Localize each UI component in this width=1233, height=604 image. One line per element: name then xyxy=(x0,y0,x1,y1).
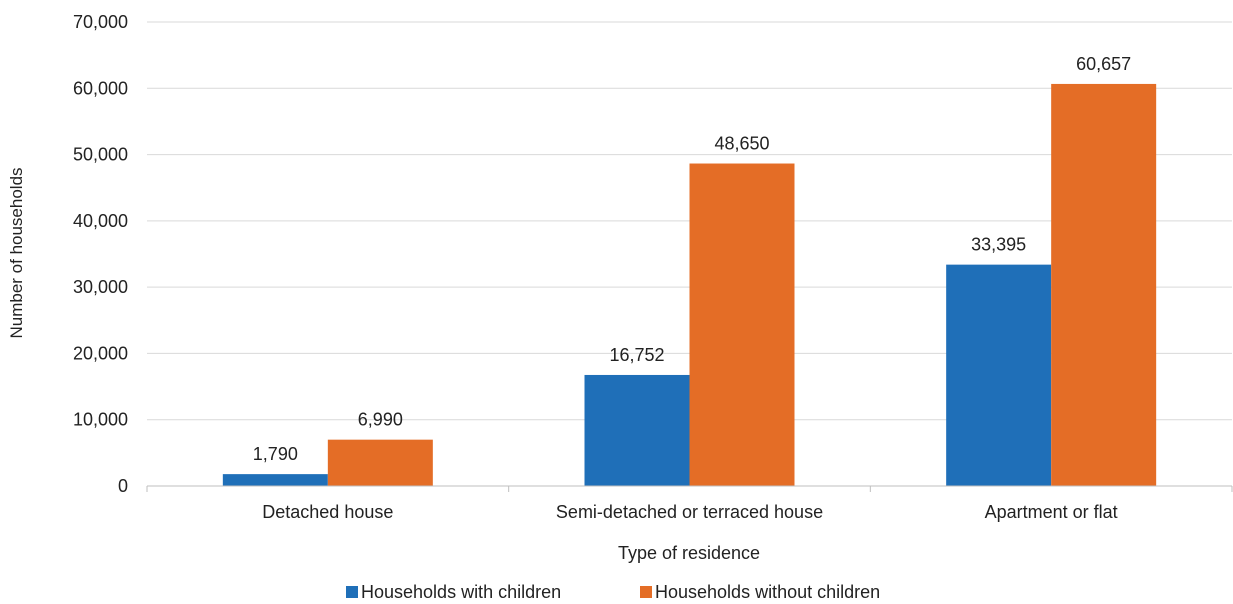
data-label: 48,650 xyxy=(714,134,769,154)
x-tick-label: Apartment or flat xyxy=(985,502,1118,522)
y-axis-label: Number of households xyxy=(7,167,26,338)
x-axis-tick-labels: Detached house Semi-detached or terraced … xyxy=(262,502,1117,522)
y-tick-label: 60,000 xyxy=(73,78,128,98)
data-label: 1,790 xyxy=(253,444,298,464)
bar xyxy=(946,264,1052,486)
x-tick-label: Detached house xyxy=(262,502,393,522)
y-tick-label: 50,000 xyxy=(73,145,128,165)
data-label: 33,395 xyxy=(971,235,1026,255)
bar xyxy=(1051,83,1157,487)
y-tick-label: 30,000 xyxy=(73,277,128,297)
x-tick-label: Semi-detached or terraced house xyxy=(556,502,823,522)
data-label: 6,990 xyxy=(358,410,403,430)
bar xyxy=(222,474,328,486)
legend-swatch xyxy=(346,586,358,598)
y-tick-label: 10,000 xyxy=(73,410,128,430)
y-tick-label: 0 xyxy=(118,476,128,496)
legend-swatch xyxy=(640,586,652,598)
bars xyxy=(222,83,1157,487)
data-labels: 1,790 6,990 16,752 48,650 33,395 60,657 xyxy=(253,54,1131,464)
data-label: 16,752 xyxy=(609,345,664,365)
bar xyxy=(689,163,795,486)
legend-label: Households with children xyxy=(361,582,561,602)
x-axis-tick-marks xyxy=(146,486,1233,492)
y-tick-label: 20,000 xyxy=(73,343,128,363)
y-axis-tick-labels: 0 10,000 20,000 30,000 40,000 50,000 60,000 70,… xyxy=(73,12,128,496)
bar xyxy=(584,374,690,486)
legend: Households with children Households witho… xyxy=(346,582,880,602)
legend-label: Households without children xyxy=(655,582,880,602)
y-tick-label: 40,000 xyxy=(73,211,128,231)
y-tick-label: 70,000 xyxy=(73,12,128,32)
data-label: 60,657 xyxy=(1076,54,1131,74)
x-axis-label: Type of residence xyxy=(618,543,760,563)
bar xyxy=(327,439,433,486)
